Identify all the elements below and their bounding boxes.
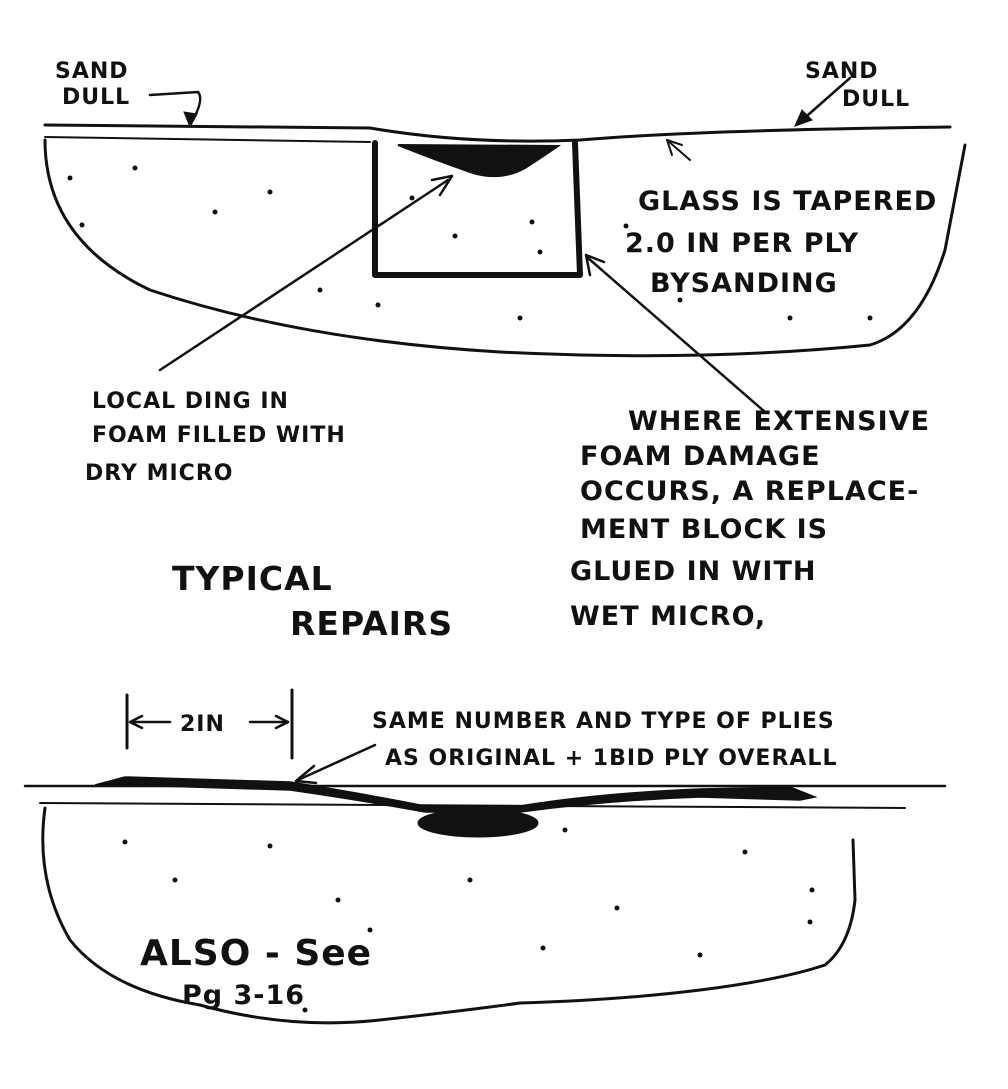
dimension-arrow-right [248,714,290,730]
bottom-repair-diagram [23,688,947,1025]
top-repair-diagram [43,76,967,414]
dimension-arrow-left [128,714,172,730]
top-foam-core-outline [43,138,967,358]
local-ding-leader [158,178,450,372]
bottom-foam-core-outline [41,806,857,1025]
local-ding-note: LOCAL DING IN FOAM FILLED WITH DRY MICRO [85,389,354,486]
plies-note: SAME NUMBER AND TYPE OF PLIES AS ORIGINA… [372,709,843,771]
glass-taper-note: GLASS IS TAPERED 2.0 IN PER PLY BYSANDIN… [625,186,948,299]
sand-dull-left-label: SAND DULL [55,59,137,110]
sand-dull-right-arrowhead [794,109,813,127]
typical-repairs-title: TYPICAL REPAIRS [172,559,453,643]
extensive-damage-note: WHERE EXTENSIVE FOAM DAMAGE OCCURS, A RE… [570,406,940,632]
overlay-plies [94,776,818,813]
top-surface-line [43,123,952,143]
local-ding-fill [397,144,562,178]
dimension-label: 2IN [180,712,225,737]
sand-dull-right-leader [798,76,852,124]
sand-dull-left-arrowhead [183,111,198,129]
extensive-damage-leader [586,256,767,414]
sand-dull-right-label: SAND DULL [805,59,910,112]
bottom-micro-fill [417,808,539,838]
also-see-reference: ALSO - See Pg 3-16 [140,933,386,1011]
replacement-foam-block [372,140,583,278]
bottom-foam-dots [122,827,815,1013]
plies-note-leader [296,743,377,782]
glass-taper-leader [666,139,691,161]
top-skin-line [44,136,371,143]
top-foam-dots [67,165,873,321]
